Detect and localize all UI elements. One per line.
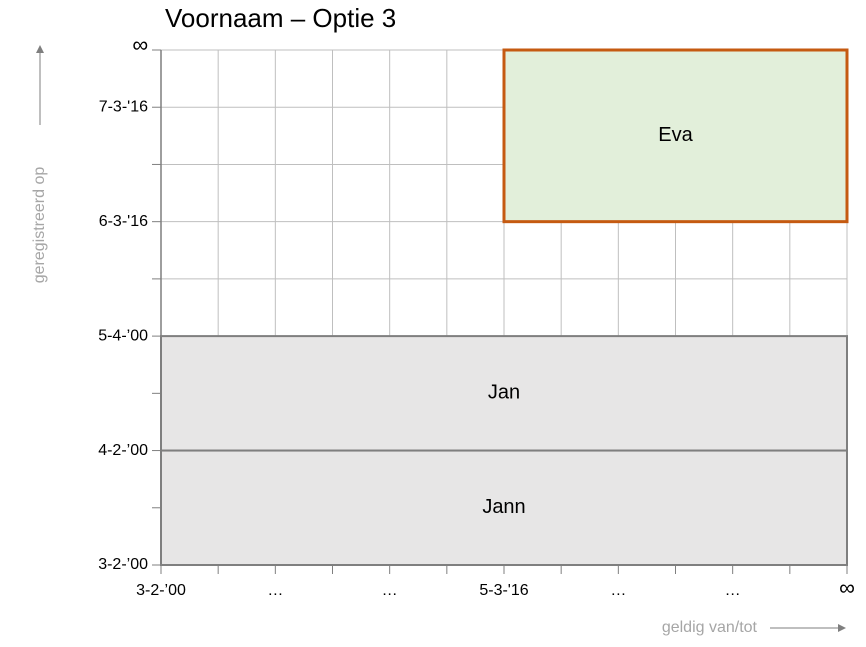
y-axis-label: geregistreerd op [31, 167, 48, 284]
y-label: ∞ [132, 32, 148, 57]
x-axis-label: geldig van/tot [662, 619, 758, 636]
title: Voornaam – Optie 3 [165, 3, 396, 33]
record-label: Jan [488, 382, 520, 404]
x-label: 3-2-’00 [136, 582, 186, 599]
x-label: … [267, 582, 283, 599]
y-label: 4-2-’00 [98, 442, 148, 459]
x-label: 5-3-'16 [479, 582, 528, 599]
y-label: 3-2-’00 [98, 556, 148, 573]
record-box [502, 48, 849, 224]
y-label: 7-3-'16 [99, 98, 148, 115]
labels: ∞ 7-3-'16 6-3-'16 5-4-’00 4-2-’00 3-2-’00 3-2-… [98, 32, 855, 600]
y-label: 6-3-'16 [99, 213, 148, 230]
x-label: … [610, 582, 626, 599]
x-label: … [725, 582, 741, 599]
record-label: Eva [658, 124, 693, 146]
records: Eva Jan Jann [160, 48, 849, 566]
record-box [160, 335, 848, 452]
record-box [160, 449, 848, 566]
record-label: Jann [482, 496, 525, 518]
x-label: ∞ [839, 575, 855, 600]
x-label: … [382, 582, 398, 599]
y-label: 5-4-’00 [98, 327, 148, 344]
